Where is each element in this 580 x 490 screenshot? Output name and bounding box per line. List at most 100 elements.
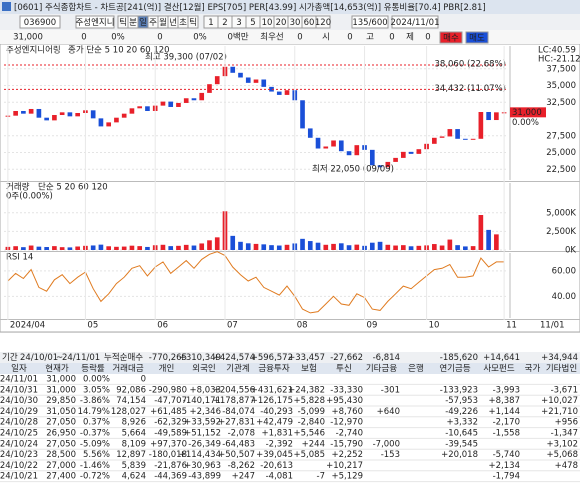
table-cell: -2,392 bbox=[266, 439, 293, 449]
table-cell: +5,068 bbox=[547, 450, 578, 460]
quote-item: 0% bbox=[111, 33, 125, 43]
table-cell: -1,558 bbox=[493, 429, 520, 439]
buy-button-box[interactable] bbox=[439, 31, 463, 44]
table-cell: 29,850 bbox=[46, 396, 76, 406]
stock-code-box[interactable] bbox=[19, 15, 61, 29]
total-cell: +33,457 bbox=[288, 353, 325, 363]
interval-button: 2 bbox=[222, 18, 227, 28]
candle bbox=[393, 157, 398, 162]
table-cell: 128,027 bbox=[111, 407, 146, 417]
period-button-box[interactable] bbox=[187, 15, 199, 29]
candle bbox=[447, 129, 453, 137]
total-cell: -770,265 bbox=[149, 353, 187, 363]
y-tick-label: 5,000K bbox=[546, 208, 576, 218]
candle bbox=[21, 110, 26, 114]
volume-bar bbox=[385, 244, 391, 250]
quote-item: 0 bbox=[157, 33, 162, 43]
table-cell: -2,170 bbox=[493, 418, 520, 428]
table-cell: +1,831 bbox=[262, 429, 293, 439]
date-input: 2024/11/01 bbox=[391, 18, 440, 28]
table-cell: -153 bbox=[381, 450, 400, 460]
table-cell: 27,000 bbox=[46, 461, 76, 471]
table-cell: -21,876 bbox=[154, 461, 187, 471]
volume-bar bbox=[478, 215, 484, 250]
total-cell: +310,349 bbox=[179, 353, 221, 363]
period-item: 24/11/01 bbox=[62, 353, 100, 363]
candle bbox=[253, 79, 259, 83]
table-cell: +8,760 bbox=[332, 407, 363, 417]
period-button: 일 bbox=[139, 18, 147, 28]
volume-bar bbox=[486, 229, 491, 250]
candle bbox=[183, 98, 189, 103]
candle bbox=[261, 79, 267, 87]
volume-bar bbox=[269, 245, 274, 250]
volume-bar bbox=[44, 247, 49, 250]
table-cell: -12,970 bbox=[330, 418, 363, 428]
volume-bar bbox=[207, 240, 212, 250]
quote-item: 0 bbox=[297, 33, 302, 43]
table-cell: 92,086 bbox=[116, 385, 146, 395]
candle bbox=[432, 137, 437, 144]
y-tick-label: 37,500 bbox=[546, 64, 576, 74]
volume-bar bbox=[90, 245, 96, 250]
volume-bar bbox=[323, 244, 329, 250]
total-cell: +34,944 bbox=[541, 353, 578, 363]
table-cell: +27,831 bbox=[218, 418, 255, 428]
interval-button: 20 bbox=[276, 18, 287, 28]
candle bbox=[176, 102, 181, 107]
volume-bar bbox=[129, 245, 135, 250]
volume-bar bbox=[463, 246, 468, 250]
low-note: 최저 22,050 (09/09) bbox=[312, 164, 394, 175]
header-row bbox=[0, 363, 580, 374]
table-cell: 24/10/31 bbox=[0, 385, 38, 395]
sell-button-box[interactable] bbox=[465, 31, 489, 44]
volume-bar bbox=[199, 243, 205, 250]
table-cell: 24/11/01 bbox=[0, 375, 38, 385]
table-cell: -180,018 bbox=[149, 450, 187, 460]
volume-bar bbox=[346, 245, 352, 250]
y-tick-label: 27,500 bbox=[546, 131, 576, 141]
quote-item: 0 bbox=[425, 33, 430, 43]
table-cell: -64,483 bbox=[222, 439, 255, 449]
stock-name-box[interactable] bbox=[75, 15, 115, 29]
lc-label: LC:40.59 bbox=[538, 46, 576, 56]
column-header: 은행 bbox=[408, 363, 424, 374]
volume-bar bbox=[176, 245, 181, 250]
date-input-box[interactable] bbox=[391, 15, 439, 29]
y-tick-label: 60.00 bbox=[552, 266, 576, 276]
stock-code: 036900 bbox=[24, 18, 56, 28]
candle bbox=[199, 92, 205, 101]
candle bbox=[416, 149, 422, 154]
column-header: 투신 bbox=[336, 364, 352, 374]
period-button: 틱 bbox=[119, 17, 127, 28]
table-cell: -39,545 bbox=[445, 439, 478, 449]
table-cell: -5.09% bbox=[80, 439, 110, 449]
volume-bar bbox=[59, 247, 65, 250]
interval-button-box[interactable] bbox=[315, 15, 331, 29]
volume-bar bbox=[284, 244, 290, 250]
candle bbox=[276, 91, 282, 95]
bar-count-box[interactable] bbox=[351, 15, 389, 29]
volume-bar bbox=[300, 238, 305, 250]
table-cell: +8,033 bbox=[190, 385, 221, 395]
candle bbox=[13, 110, 18, 116]
table-cell: -301 bbox=[381, 385, 400, 395]
candle bbox=[75, 113, 80, 117]
candle bbox=[137, 106, 143, 109]
table-cell: -44,369 bbox=[154, 472, 187, 482]
table-cell: 24/10/22 bbox=[0, 461, 38, 471]
volume-bar bbox=[28, 245, 34, 250]
table-cell: +2,252 bbox=[332, 450, 363, 460]
x-tick-label: 06 bbox=[157, 321, 168, 331]
table-cell: 5,839 bbox=[122, 461, 146, 471]
candle bbox=[463, 138, 468, 140]
table-cell: 0 bbox=[141, 375, 146, 385]
candle bbox=[470, 138, 476, 140]
hc-label: HC:-21.12 bbox=[538, 55, 580, 65]
table-cell: -20,613 bbox=[260, 461, 293, 471]
total-cell: +424,574 bbox=[213, 353, 255, 363]
table-cell: +478 bbox=[555, 461, 578, 471]
candle bbox=[214, 76, 220, 85]
panel-legend: 단순 5 20 60 120 bbox=[38, 182, 108, 193]
table-cell: 4,624 bbox=[122, 472, 146, 482]
